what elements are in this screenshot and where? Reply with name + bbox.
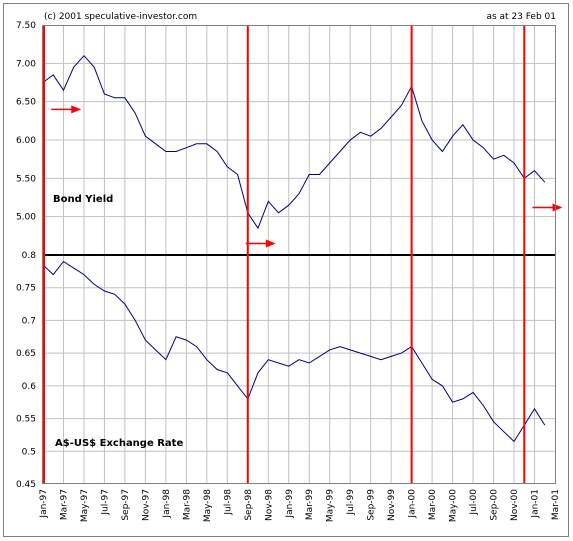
x-tick-label: May-00: [449, 489, 459, 522]
arrow-head: [71, 105, 82, 114]
y-tick-label: 0.75: [16, 284, 36, 294]
x-tick-label: Nov-98: [264, 489, 274, 521]
arrow-head: [265, 239, 276, 248]
x-tick-label: Sep-98: [244, 489, 254, 521]
x-tick-label: Jan-99: [285, 489, 295, 519]
x-tick-label: May-97: [80, 489, 90, 522]
bond-yield-label: Bond Yield: [53, 194, 113, 205]
x-tick-label: Jul-98: [223, 489, 233, 516]
y-tick-labels: 5.00 5.50 6.00 6.50 7.00 7.50 0.45 0.5 0.55 0.6 0.…: [16, 21, 36, 490]
y-tick-label: 6.50: [16, 98, 36, 108]
y-tick-label: 7.50: [16, 21, 36, 31]
outer-frame: [3, 3, 569, 537]
x-tick-label: Sep-97: [121, 489, 131, 521]
x-tick-label: Jan-00: [408, 489, 418, 519]
y-tick-label: 6.00: [16, 136, 36, 146]
x-tick-label: Sep-99: [367, 489, 377, 521]
x-tick-label: Jul-99: [346, 489, 356, 516]
copyright-text: (c) 2001 speculative-investor.com: [44, 12, 197, 22]
x-tick-label: Jan-01: [531, 489, 541, 519]
y-tick-label: 0.55: [16, 415, 36, 425]
x-tick-label: May-99: [326, 489, 336, 522]
x-tick-label: May-98: [203, 489, 213, 522]
series-line-exchange-rate: [42, 260, 546, 443]
series-line-bond-yield: [42, 54, 546, 230]
x-tick-label: Jan-97: [39, 489, 49, 519]
y-tick-label: 0.8: [22, 251, 37, 261]
x-tick-label: Mar-00: [428, 489, 438, 520]
vertical-markers: [43, 25, 526, 484]
plot-border: [42, 25, 556, 484]
x-tick-label: Sep-00: [490, 489, 500, 521]
y-tick-label: 0.65: [16, 349, 36, 359]
y-tick-label: 0.6: [22, 382, 37, 392]
x-tick-label: Jan-98: [162, 489, 172, 519]
x-tick-label: Jul-97: [100, 489, 110, 516]
exchange-rate-label: A$-US$ Exchange Rate: [55, 438, 183, 449]
x-tick-label: Mar-01: [551, 489, 561, 520]
x-tick-label: Nov-99: [387, 489, 397, 521]
x-tick-label: Jul-00: [469, 489, 479, 516]
y-tick-label: 7.00: [16, 59, 36, 69]
x-tick-label: Nov-97: [141, 489, 151, 521]
y-tick-label: 0.5: [22, 447, 36, 457]
x-tick-label: Nov-00: [510, 489, 520, 521]
y-tick-label: 5.00: [16, 213, 36, 223]
y-tick-label: 0.45: [16, 480, 36, 490]
y-tick-label: 5.50: [16, 174, 36, 184]
x-tick-label: Mar-97: [59, 489, 69, 520]
x-tick-label: Mar-98: [182, 489, 192, 520]
date-note: as at 23 Feb 01: [486, 12, 556, 22]
y-tick-label: 0.7: [22, 316, 36, 326]
series-lines: [42, 54, 546, 443]
x-tick-label: Mar-99: [305, 489, 315, 520]
x-tick-labels: Jan-97 Mar-97 May-97 Jul-97 Sep-97 Nov-97 Jan-…: [39, 489, 561, 522]
